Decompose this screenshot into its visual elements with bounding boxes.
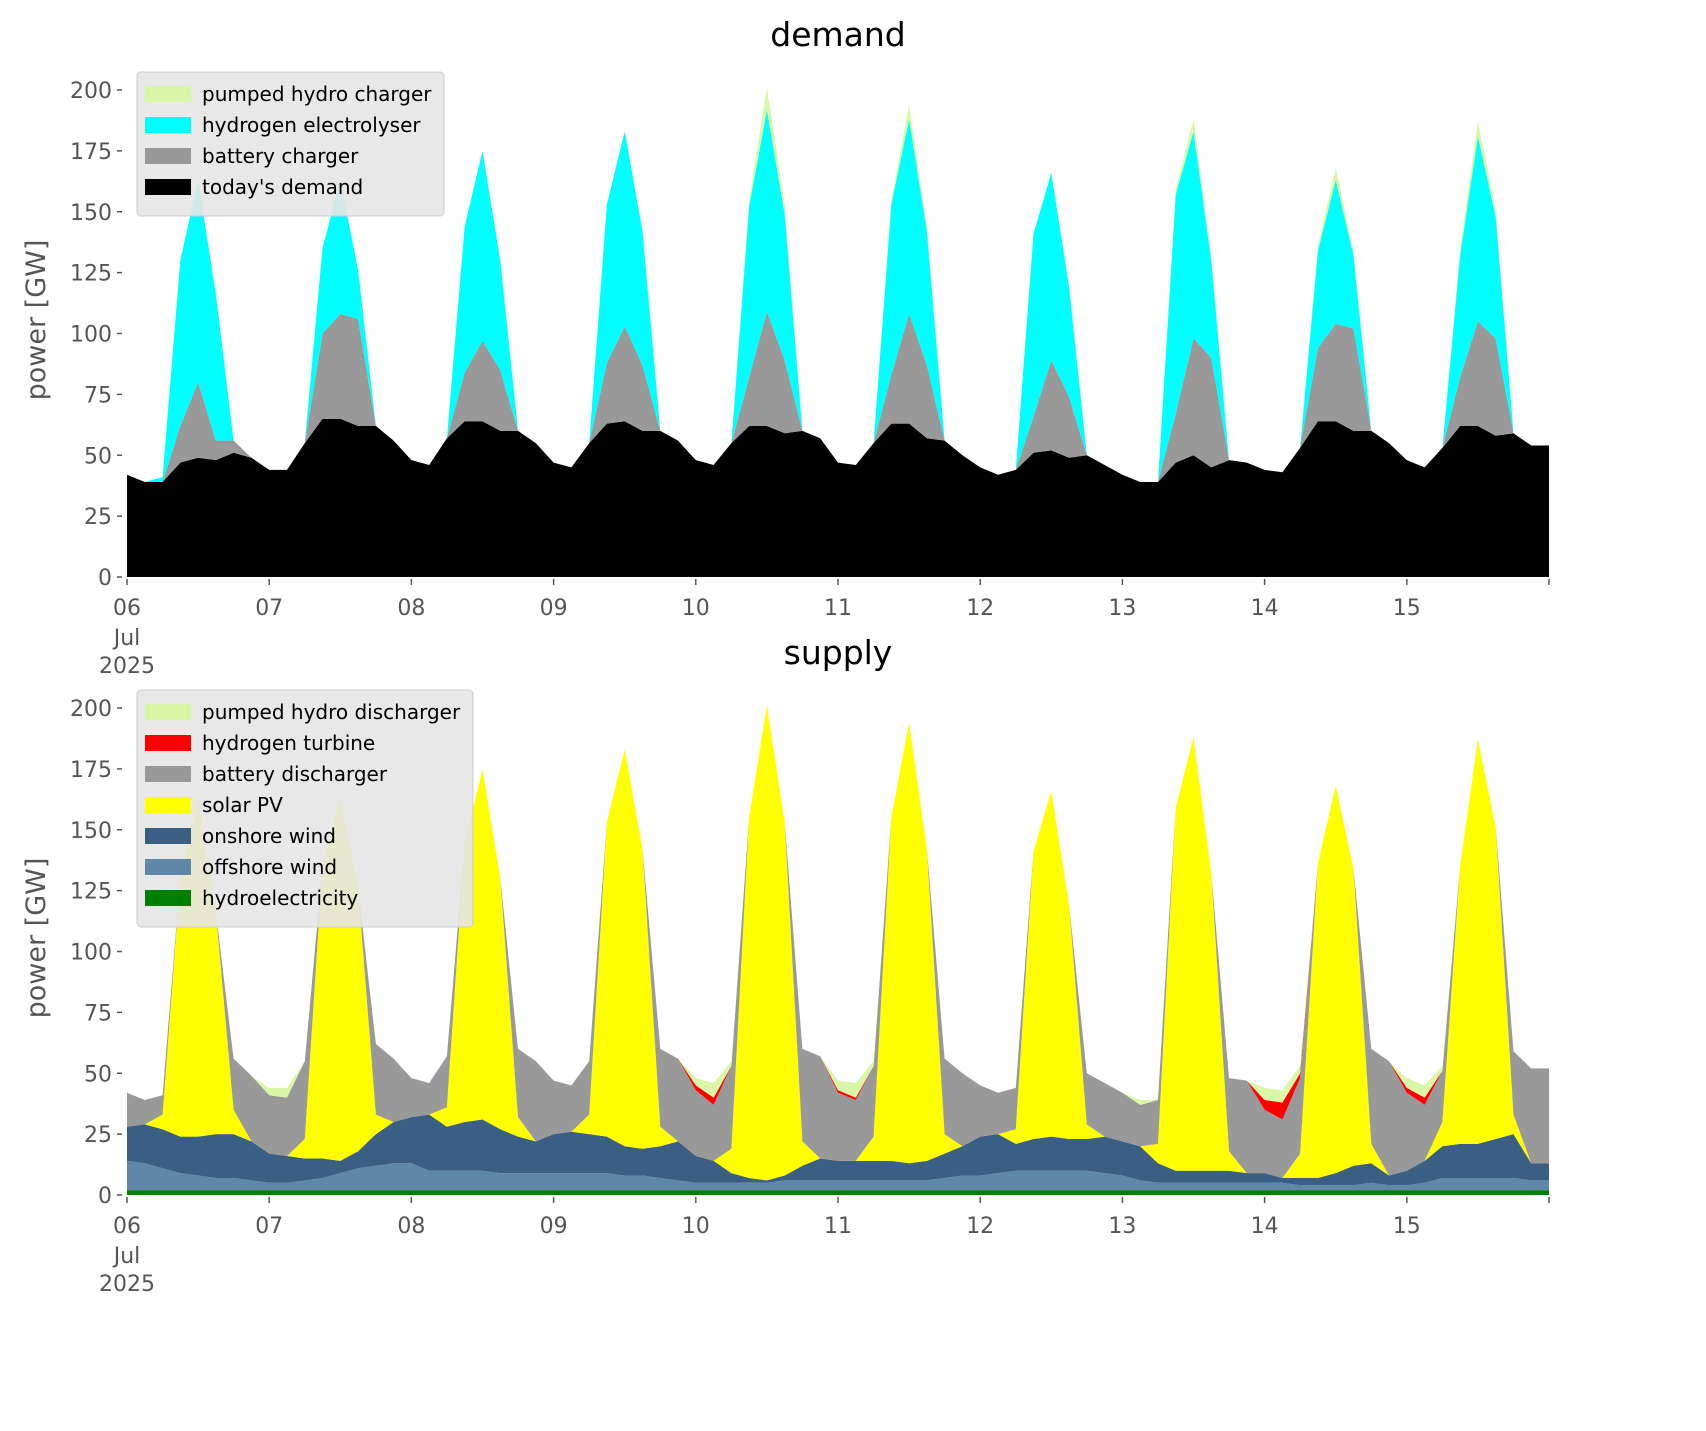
y-tick-label: 75 <box>84 1001 112 1026</box>
area-today-s-demand <box>127 418 1549 577</box>
legend-label: solar PV <box>202 793 283 817</box>
legend-swatch <box>145 766 191 782</box>
x-tick-label: 09 <box>540 1214 568 1239</box>
y-axis-label: power [GW] <box>21 858 52 1019</box>
y-tick-label: 175 <box>70 140 112 165</box>
area-battery-charger <box>127 311 1549 482</box>
x-tick-label: 15 <box>1393 1214 1421 1239</box>
legend-label: battery discharger <box>202 762 388 786</box>
x-tick-label: 14 <box>1251 1214 1279 1239</box>
x-tick-label: 07 <box>255 1214 283 1239</box>
y-tick-label: 25 <box>84 505 112 530</box>
area-hydrogen-electrolyser <box>127 109 1549 482</box>
y-tick-label: 200 <box>70 697 112 722</box>
y-axis-label: power [GW] <box>21 240 52 401</box>
x-tick-label: 09 <box>540 596 568 621</box>
legend-item-battery-charger: battery charger <box>145 144 359 168</box>
legend-label: pumped hydro discharger <box>202 700 461 724</box>
y-tick-label: 100 <box>70 323 112 348</box>
legend-swatch <box>145 890 191 906</box>
legend-label: today's demand <box>202 175 363 199</box>
legend-item-solar-pv: solar PV <box>145 793 283 817</box>
legend-item-onshore-wind: onshore wind <box>145 824 336 848</box>
x-tick-label: 13 <box>1108 596 1136 621</box>
area-hydroelectricity <box>127 1190 1549 1195</box>
legend-swatch <box>145 735 191 751</box>
legend-item-hydrogen-turbine: hydrogen turbine <box>145 731 375 755</box>
x-tick-label: 07 <box>255 596 283 621</box>
legend-swatch <box>145 117 191 133</box>
legend-item-today-s-demand: today's demand <box>145 175 363 199</box>
legend: pumped hydro charger hydrogen electrolyse… <box>136 71 445 217</box>
x-tick-label: 08 <box>397 1214 425 1239</box>
chart-title: supply <box>784 633 893 672</box>
x-tick-sublabel: 2025 <box>99 654 155 679</box>
x-tick-label: 15 <box>1393 596 1421 621</box>
demand-chart: demand power [GW] 0 25 50 75 100 125 150 175 200… <box>21 15 1550 679</box>
legend-item-hydrogen-electrolyser: hydrogen electrolyser <box>145 113 421 137</box>
legend-swatch <box>145 797 191 813</box>
legend-swatch <box>145 828 191 844</box>
area-layers <box>127 87 1549 577</box>
legend-swatch <box>145 148 191 164</box>
x-tick-label: 12 <box>966 596 994 621</box>
area-layers <box>127 705 1549 1195</box>
x-tick-sublabel: 2025 <box>99 1272 155 1297</box>
y-tick-label: 50 <box>84 444 112 469</box>
y-tick-label: 125 <box>70 880 112 905</box>
y-tick-label: 100 <box>70 941 112 966</box>
area-solar-pv <box>127 705 1549 1181</box>
chart-title: demand <box>770 15 905 54</box>
supply-chart: supply power [GW] 0 25 50 75 100 125 150 175 200… <box>21 633 1550 1297</box>
x-tick-label: 06 <box>113 596 141 621</box>
legend-label: battery charger <box>202 144 359 168</box>
legend-swatch <box>145 704 191 720</box>
legend-label: offshore wind <box>202 855 337 879</box>
y-tick-label: 200 <box>70 79 112 104</box>
y-tick-label: 125 <box>70 262 112 287</box>
legend-label: hydrogen turbine <box>202 731 375 755</box>
legend-item-pumped-hydro-charger: pumped hydro charger <box>145 82 432 106</box>
legend-label: pumped hydro charger <box>202 82 432 106</box>
x-tick-sublabel: Jul <box>112 626 141 651</box>
area-onshore-wind <box>127 1114 1549 1186</box>
legend-swatch <box>145 179 191 195</box>
legend-swatch <box>145 859 191 875</box>
legend: pumped hydro discharger hydrogen turbine b… <box>136 689 474 928</box>
x-tick-label: 10 <box>682 1214 710 1239</box>
legend-label: onshore wind <box>202 824 336 848</box>
y-tick-label: 150 <box>70 819 112 844</box>
y-tick-label: 0 <box>98 566 112 591</box>
y-tick-label: 175 <box>70 758 112 783</box>
legend-label: hydroelectricity <box>202 886 358 910</box>
y-tick-label: 25 <box>84 1123 112 1148</box>
x-tick-label: 12 <box>966 1214 994 1239</box>
y-tick-label: 75 <box>84 383 112 408</box>
legend-item-pumped-hydro-discharger: pumped hydro discharger <box>145 700 461 724</box>
legend-label: hydrogen electrolyser <box>202 113 421 137</box>
y-tick-label: 0 <box>98 1184 112 1209</box>
x-tick-label: 14 <box>1251 596 1279 621</box>
legend-item-battery-discharger: battery discharger <box>145 762 388 786</box>
x-tick-label: 08 <box>397 596 425 621</box>
x-tick-sublabel: Jul <box>112 1244 141 1269</box>
y-tick-label: 150 <box>70 201 112 226</box>
legend-box <box>136 71 445 217</box>
x-tick-label: 10 <box>682 596 710 621</box>
legend-swatch <box>145 86 191 102</box>
y-tick-label: 50 <box>84 1062 112 1087</box>
legend-item-hydroelectricity: hydroelectricity <box>145 886 358 910</box>
legend-item-offshore-wind: offshore wind <box>145 855 337 879</box>
area-battery-discharger <box>127 705 1549 1178</box>
legend-box <box>136 689 474 928</box>
x-tick-label: 11 <box>824 1214 852 1239</box>
x-tick-label: 11 <box>824 596 852 621</box>
x-tick-label: 13 <box>1108 1214 1136 1239</box>
x-tick-label: 06 <box>113 1214 141 1239</box>
